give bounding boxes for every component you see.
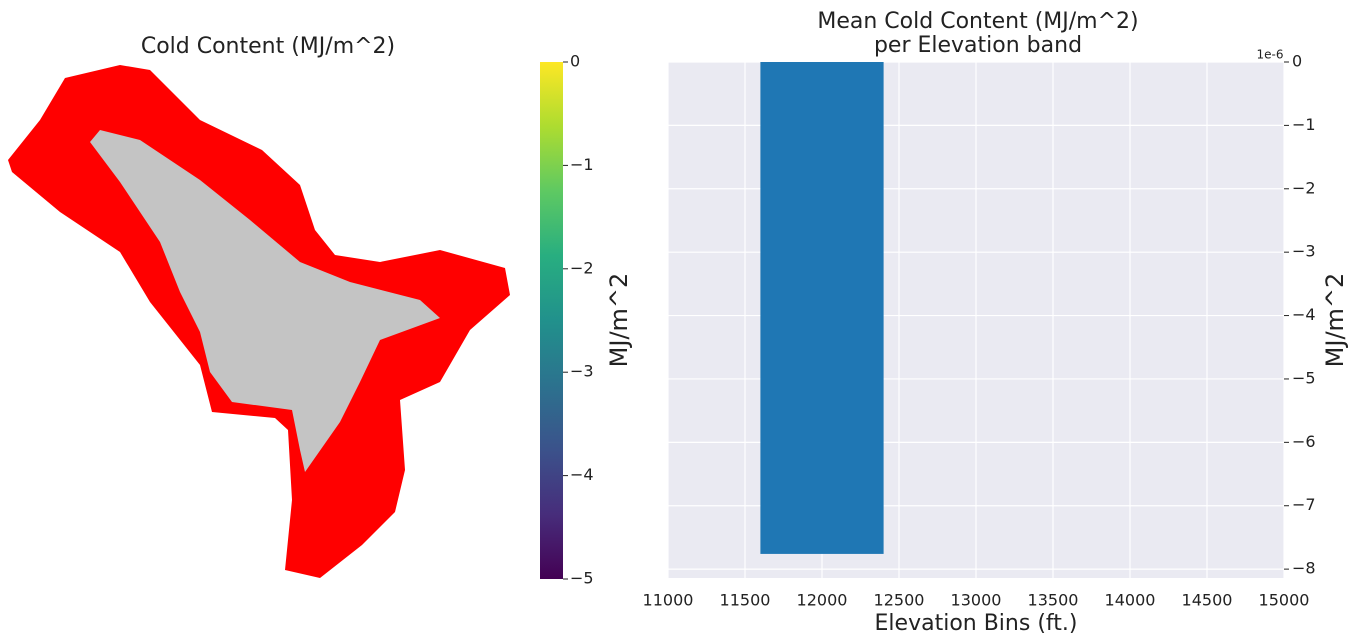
colorbar-tick-label: −2 bbox=[570, 258, 594, 277]
colorbar-tick-label: −3 bbox=[570, 362, 594, 381]
map-title: Cold Content (MJ/m^2) bbox=[141, 34, 395, 59]
map bbox=[8, 65, 510, 578]
y-tick-label: −7 bbox=[1292, 495, 1316, 514]
colorbar-tick-label: −4 bbox=[570, 465, 594, 484]
colorbar bbox=[540, 62, 563, 579]
y-tick-label: −3 bbox=[1292, 242, 1316, 261]
colorbar-label: MJ/m^2 bbox=[605, 273, 633, 368]
x-tick-label: 14500 bbox=[1182, 591, 1233, 610]
y-tick-label: −8 bbox=[1292, 559, 1316, 578]
x-tick-label: 12000 bbox=[797, 591, 848, 610]
y-tick-label: −6 bbox=[1292, 432, 1316, 451]
x-tick-label: 12500 bbox=[874, 591, 925, 610]
x-tick-label: 11500 bbox=[720, 591, 771, 610]
x-tick-label: 13000 bbox=[951, 591, 1002, 610]
chart-title: Mean Cold Content (MJ/m^2) bbox=[817, 9, 1138, 34]
y-tick-label: 0 bbox=[1292, 52, 1302, 71]
y-tick-label: −2 bbox=[1292, 178, 1316, 197]
colorbar-tick-label: −5 bbox=[570, 569, 594, 588]
y-axis-label: MJ/m^2 bbox=[1321, 273, 1349, 368]
x-tick-label: 15000 bbox=[1259, 591, 1310, 610]
offset-label: 1e-6 bbox=[1257, 48, 1284, 62]
x-tick-label: 14000 bbox=[1105, 591, 1156, 610]
colorbar-tick-label: −1 bbox=[570, 155, 594, 174]
chart-subtitle: per Elevation band bbox=[874, 33, 1082, 58]
y-tick-label: −5 bbox=[1292, 368, 1316, 387]
y-tick-label: −4 bbox=[1292, 305, 1316, 324]
x-tick-label: 11000 bbox=[643, 591, 694, 610]
snow-free-area bbox=[90, 130, 440, 472]
x-tick-label: 13500 bbox=[1028, 591, 1079, 610]
x-axis-label: Elevation Bins (ft.) bbox=[875, 611, 1078, 636]
bar bbox=[760, 62, 884, 554]
colorbar-tick-label: 0 bbox=[570, 52, 580, 71]
y-tick-label: −1 bbox=[1292, 115, 1316, 134]
